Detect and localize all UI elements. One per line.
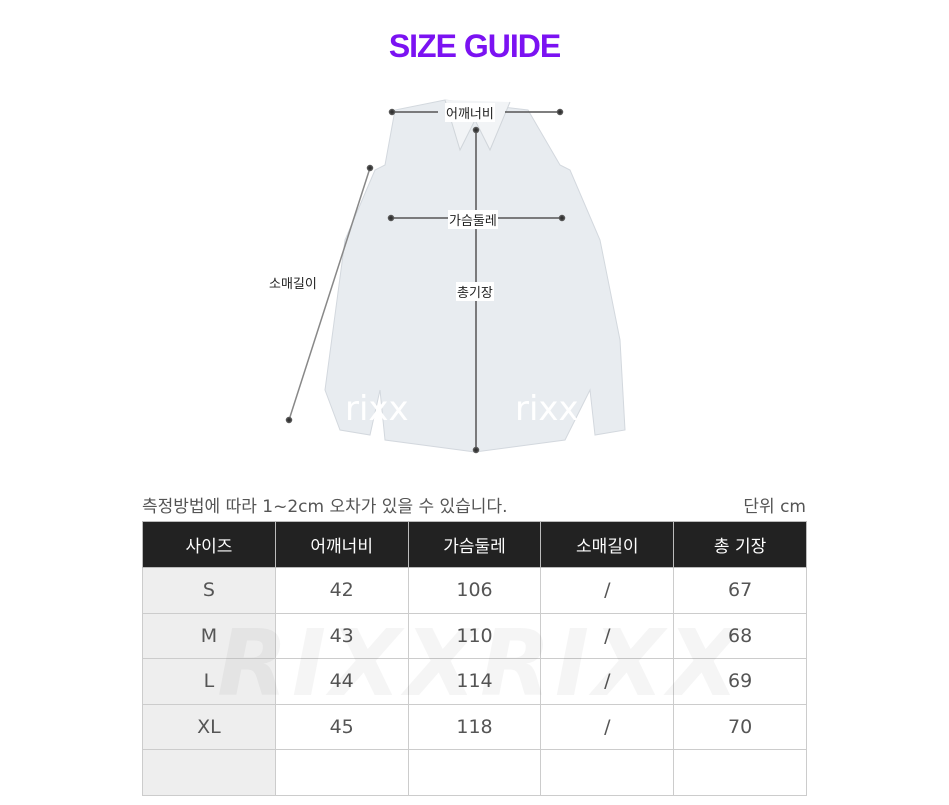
table-cell: / <box>540 567 675 614</box>
table-cell: 114 <box>407 658 542 705</box>
header-size: 사이즈 <box>142 521 276 568</box>
table-cell: 67 <box>673 567 807 614</box>
table-cell: 69 <box>673 658 807 705</box>
table-cell: 118 <box>407 703 542 750</box>
table-cell: / <box>540 658 675 705</box>
unit-label: 단위 cm <box>743 497 806 517</box>
shirt-diagram: rixx rixx <box>285 99 626 454</box>
table-cell: M <box>142 612 276 659</box>
table-cell <box>540 749 675 796</box>
table-row: S 42 106/67 <box>142 567 807 614</box>
size-table: 사이즈 어깨너비 가슴둘레 소매길이 총 기장 S 42 106/67 M 43 110/… <box>142 521 807 796</box>
table-cell: 110 <box>407 612 542 659</box>
table-header-row: 사이즈 어깨너비 가슴둘레 소매길이 총 기장 <box>142 521 807 568</box>
table-cell <box>673 749 807 796</box>
table-cell <box>407 749 542 796</box>
table-cell: L <box>142 658 276 705</box>
header-length: 총 기장 <box>673 521 807 568</box>
table-cell: / <box>540 703 675 750</box>
watermark-text: rixx <box>515 389 579 429</box>
shoulder-label: 어깨너비 <box>445 103 495 122</box>
table-cell: XL <box>142 703 276 750</box>
table-row: M 43 110/68 <box>142 612 807 659</box>
table-cell: 70 <box>673 703 807 750</box>
table-cell: S <box>142 567 276 614</box>
measurement-note: 측정방법에 따라 1~2cm 오차가 있을 수 있습니다. <box>142 497 508 517</box>
table-cell <box>142 749 276 796</box>
table-cell: / <box>540 612 675 659</box>
table-cell: 44 <box>274 658 409 705</box>
watermark-text: rixx <box>345 389 409 429</box>
page-title: SIZE GUIDE <box>388 28 561 64</box>
table-cell: 45 <box>274 703 409 750</box>
header-chest: 가슴둘레 <box>407 521 542 568</box>
header-shoulder: 어깨너비 <box>274 521 409 568</box>
length-label: 총기장 <box>456 282 494 301</box>
table-row: XL 45 118/70 <box>142 703 807 750</box>
table-row <box>142 749 807 796</box>
sleeve-label: 소매길이 <box>269 277 317 292</box>
table-cell: 68 <box>673 612 807 659</box>
table-cell: 42 <box>274 567 409 614</box>
table-cell: 106 <box>407 567 542 614</box>
chest-label: 가슴둘레 <box>448 210 498 229</box>
table-cell <box>274 749 409 796</box>
table-row: L 44 114/69 <box>142 658 807 705</box>
table-cell: 43 <box>274 612 409 659</box>
header-sleeve: 소매길이 <box>540 521 675 568</box>
